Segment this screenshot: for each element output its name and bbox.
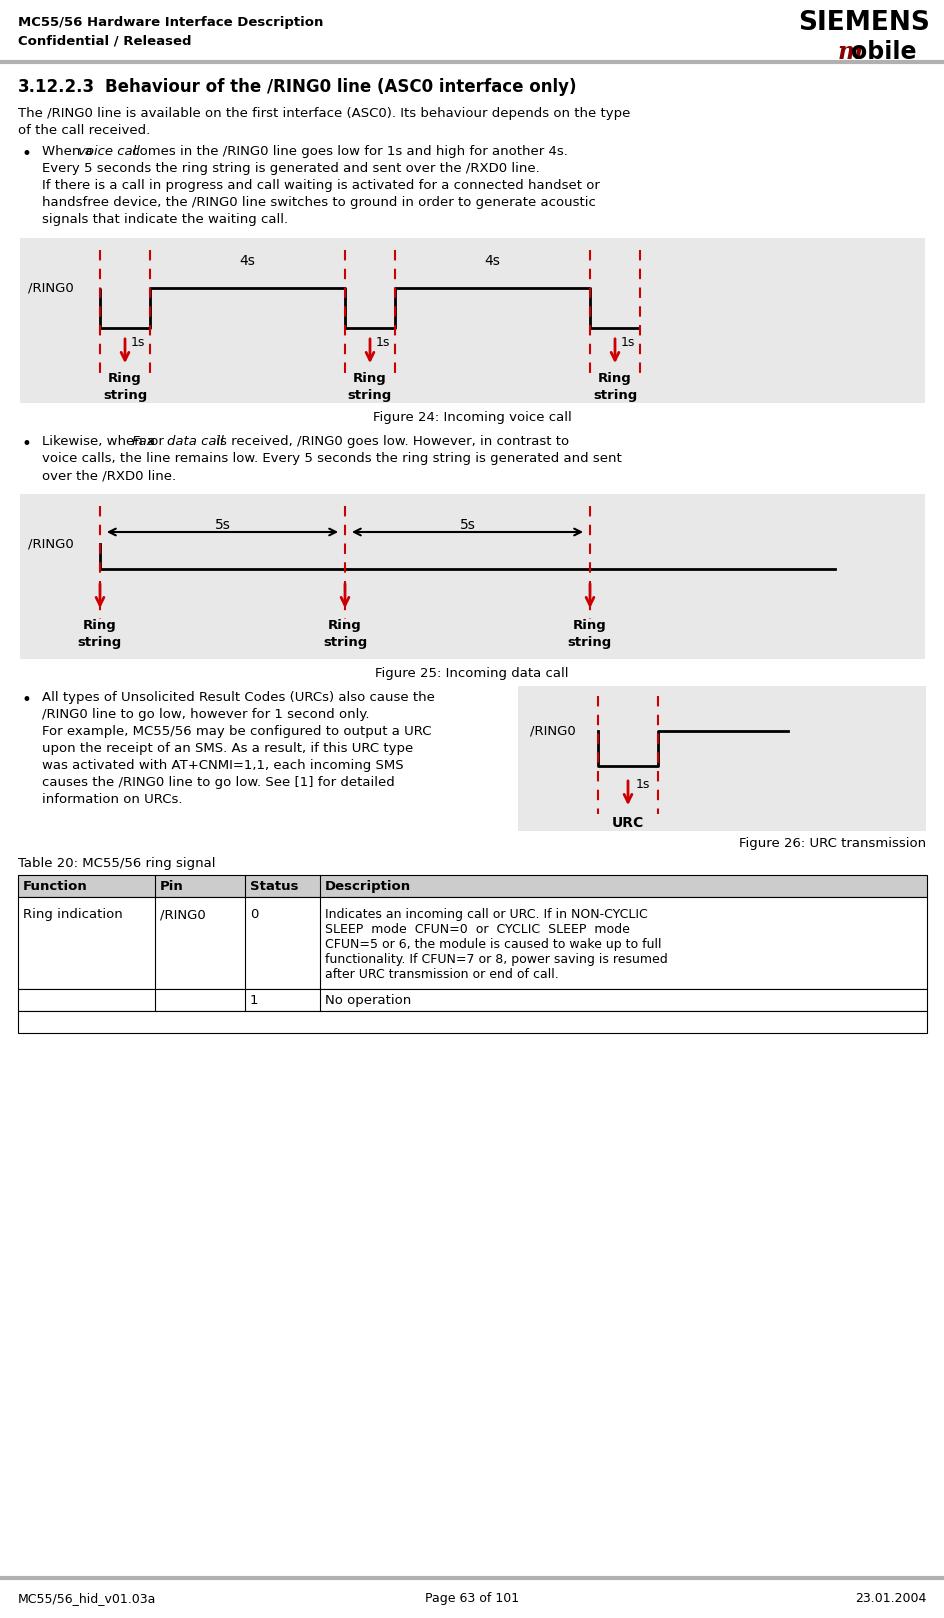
Text: 1s: 1s	[635, 778, 649, 791]
Bar	[18, 989, 926, 1011]
Bar	[18, 1011, 926, 1032]
Bar	[18, 896, 926, 989]
Text: Function: Function	[23, 880, 88, 893]
Text: 4s: 4s	[240, 254, 255, 269]
Text: information on URCs.: information on URCs.	[42, 793, 182, 806]
Text: SLEEP  mode  CFUN=0  or  CYCLIC  SLEEP  mode: SLEEP mode CFUN=0 or CYCLIC SLEEP mode	[325, 922, 630, 935]
Text: No operation: No operation	[325, 993, 411, 1006]
Text: Likewise, when a: Likewise, when a	[42, 435, 160, 448]
Bar	[20, 238, 924, 403]
Text: 0: 0	[250, 908, 258, 921]
Text: after URC transmission or end of call.: after URC transmission or end of call.	[325, 968, 558, 981]
Text: Description: Description	[325, 880, 411, 893]
Text: Ring: Ring	[83, 620, 117, 633]
Text: 23.01.2004: 23.01.2004	[854, 1592, 926, 1605]
Text: Behaviour of the /RING0 line (ASC0 interface only): Behaviour of the /RING0 line (ASC0 inter…	[105, 78, 576, 95]
Text: For example, MC55/56 may be configured to output a URC: For example, MC55/56 may be configured t…	[42, 725, 431, 738]
Text: SIEMENS: SIEMENS	[798, 10, 929, 36]
Text: or: or	[145, 435, 168, 448]
Text: /RING0 line to go low, however for 1 second only.: /RING0 line to go low, however for 1 sec…	[42, 709, 369, 722]
Text: 1s: 1s	[376, 337, 390, 349]
Text: When a: When a	[42, 146, 97, 159]
Text: signals that indicate the waiting call.: signals that indicate the waiting call.	[42, 214, 288, 227]
Text: obile: obile	[851, 40, 916, 65]
Text: over the /RXD0 line.: over the /RXD0 line.	[42, 469, 176, 482]
Text: CFUN=5 or 6, the module is caused to wake up to full: CFUN=5 or 6, the module is caused to wak…	[325, 938, 661, 951]
Text: /RING0: /RING0	[28, 537, 74, 550]
Text: Figure 25: Incoming data call: Figure 25: Incoming data call	[375, 667, 568, 680]
Text: data call: data call	[167, 435, 224, 448]
Text: was activated with AT+CNMI=1,1, each incoming SMS: was activated with AT+CNMI=1,1, each inc…	[42, 759, 403, 772]
Text: •: •	[22, 435, 32, 453]
Text: Confidential / Released: Confidential / Released	[18, 34, 192, 47]
Text: Ring: Ring	[572, 620, 606, 633]
Text: upon the receipt of an SMS. As a result, if this URC type: upon the receipt of an SMS. As a result,…	[42, 743, 413, 756]
Text: /RING0: /RING0	[28, 282, 74, 294]
Text: Status: Status	[250, 880, 298, 893]
Text: /RING0: /RING0	[530, 725, 575, 738]
Text: voice calls, the line remains low. Every 5 seconds the ring string is generated : voice calls, the line remains low. Every…	[42, 451, 621, 464]
Text: string: string	[103, 388, 147, 401]
Text: voice call: voice call	[78, 146, 140, 159]
Text: 5s: 5s	[214, 518, 230, 532]
Text: Figure 26: URC transmission: Figure 26: URC transmission	[738, 837, 925, 849]
Text: Ring: Ring	[598, 372, 632, 385]
Text: Page 63 of 101: Page 63 of 101	[425, 1592, 518, 1605]
Text: Figure 24: Incoming voice call: Figure 24: Incoming voice call	[372, 411, 571, 424]
Bar	[517, 686, 925, 832]
Text: Fax: Fax	[131, 435, 155, 448]
Text: 5s: 5s	[459, 518, 475, 532]
Text: Table 20: MC55/56 ring signal: Table 20: MC55/56 ring signal	[18, 858, 215, 870]
Text: 1s: 1s	[131, 337, 145, 349]
Text: Indicates an incoming call or URC. If in NON-CYCLIC: Indicates an incoming call or URC. If in…	[325, 908, 647, 921]
Text: MC55/56 Hardware Interface Description: MC55/56 Hardware Interface Description	[18, 16, 323, 29]
Bar	[18, 875, 926, 896]
Text: Every 5 seconds the ring string is generated and sent over the /RXD0 line.: Every 5 seconds the ring string is gener…	[42, 162, 539, 175]
Text: handsfree device, the /RING0 line switches to ground in order to generate acoust: handsfree device, the /RING0 line switch…	[42, 196, 596, 209]
Text: causes the /RING0 line to go low. See [1] for detailed: causes the /RING0 line to go low. See [1…	[42, 777, 395, 790]
Text: 4s: 4s	[484, 254, 500, 269]
Text: Ring: Ring	[108, 372, 142, 385]
Text: functionality. If CFUN=7 or 8, power saving is resumed: functionality. If CFUN=7 or 8, power sav…	[325, 953, 667, 966]
Text: Ring: Ring	[328, 620, 362, 633]
Text: string: string	[77, 636, 122, 649]
Text: m: m	[837, 40, 862, 65]
Text: string: string	[567, 636, 612, 649]
Text: 3.12.2.3: 3.12.2.3	[18, 78, 95, 95]
Text: •: •	[22, 691, 32, 709]
Text: Pin: Pin	[160, 880, 183, 893]
Text: Ring: Ring	[353, 372, 386, 385]
Text: string: string	[347, 388, 392, 401]
Text: 1: 1	[250, 993, 259, 1006]
Text: If there is a call in progress and call waiting is activated for a connected han: If there is a call in progress and call …	[42, 180, 599, 193]
Text: •: •	[22, 146, 32, 163]
Text: URC: URC	[611, 815, 644, 830]
Text: comes in the /RING0 line goes low for 1s and high for another 4s.: comes in the /RING0 line goes low for 1s…	[128, 146, 567, 159]
Bar	[20, 493, 924, 659]
Text: is received, /RING0 goes low. However, in contrast to: is received, /RING0 goes low. However, i…	[211, 435, 568, 448]
Text: of the call received.: of the call received.	[18, 125, 150, 138]
Text: The /RING0 line is available on the first interface (ASC0). Its behaviour depend: The /RING0 line is available on the firs…	[18, 107, 630, 120]
Text: MC55/56_hid_v01.03a: MC55/56_hid_v01.03a	[18, 1592, 156, 1605]
Text: string: string	[323, 636, 366, 649]
Text: Ring indication: Ring indication	[23, 908, 123, 921]
Text: /RING0: /RING0	[160, 908, 206, 921]
Text: string: string	[592, 388, 636, 401]
Text: All types of Unsolicited Result Codes (URCs) also cause the: All types of Unsolicited Result Codes (U…	[42, 691, 434, 704]
Text: 1s: 1s	[620, 337, 634, 349]
